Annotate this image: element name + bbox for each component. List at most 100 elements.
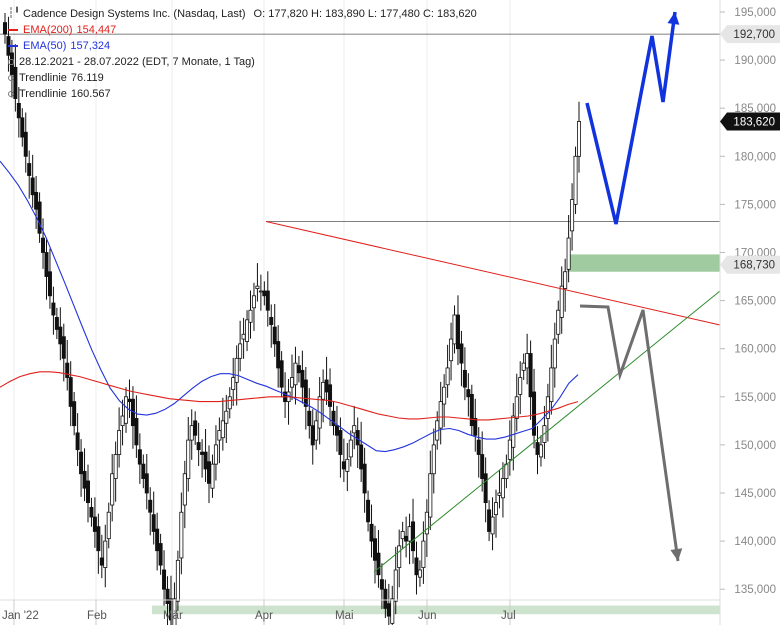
candle-body xyxy=(483,473,488,504)
candle-body xyxy=(449,338,454,362)
candle-body xyxy=(469,393,474,427)
candle xyxy=(559,266,564,334)
x-tick-label: Jul xyxy=(501,610,516,622)
candle xyxy=(196,422,201,467)
legend-ema200[interactable]: EMA(200) 154,447 xyxy=(8,22,477,38)
candle-body xyxy=(193,420,198,436)
candle xyxy=(276,325,281,388)
candle-body xyxy=(528,353,533,398)
legend-ema50[interactable]: EMA(50) 157,324 xyxy=(8,38,477,54)
candle-body xyxy=(473,418,478,436)
candle-body xyxy=(151,514,156,532)
candle xyxy=(431,428,436,494)
candle-body xyxy=(407,526,412,542)
candle xyxy=(455,295,460,366)
candle xyxy=(89,497,94,527)
candle-body xyxy=(563,271,568,289)
candle-body xyxy=(113,454,118,479)
candle-body xyxy=(30,177,35,196)
candle xyxy=(248,290,253,339)
candle xyxy=(293,346,298,405)
candle xyxy=(165,576,170,625)
candle xyxy=(390,585,395,625)
trendline-icon xyxy=(8,75,14,81)
candle-body xyxy=(404,535,409,542)
candle xyxy=(376,530,381,588)
candle-body xyxy=(155,528,160,552)
candle-body xyxy=(144,473,149,494)
x-tick-label: Jun xyxy=(418,610,437,622)
candle xyxy=(258,274,263,311)
candle-body xyxy=(334,425,339,436)
candle-body xyxy=(276,341,281,369)
candle xyxy=(317,377,322,445)
candle-body xyxy=(79,451,84,475)
candle-body xyxy=(549,367,554,403)
legend-trendline-1[interactable]: Trendlinie 76.119 xyxy=(8,70,477,86)
candle-body xyxy=(47,271,52,297)
candle xyxy=(286,379,291,425)
price-tag-bg xyxy=(720,112,780,131)
candle-body xyxy=(245,319,250,342)
candle xyxy=(507,420,512,476)
legend-trendline-2[interactable]: Trendlinie 160.567 xyxy=(8,86,477,102)
candle xyxy=(379,563,384,609)
candle-body xyxy=(234,357,239,383)
candle xyxy=(279,351,284,397)
candle xyxy=(172,582,177,625)
candle-body xyxy=(366,499,371,523)
candle xyxy=(459,330,464,387)
candle xyxy=(193,411,198,445)
candle xyxy=(366,490,371,532)
candle xyxy=(480,431,485,492)
candle-body xyxy=(397,545,402,568)
candle xyxy=(124,387,129,433)
candle-body xyxy=(162,569,167,590)
candle xyxy=(549,344,554,415)
candle-body xyxy=(23,131,28,157)
candle xyxy=(103,524,108,588)
candle-body xyxy=(383,588,388,609)
candle xyxy=(72,391,77,436)
candle xyxy=(99,534,104,579)
candle xyxy=(130,386,135,449)
candle xyxy=(182,460,187,529)
candle-body xyxy=(258,290,263,293)
horizontal-level-line xyxy=(0,33,720,222)
candle-body xyxy=(303,379,308,407)
candle-body xyxy=(507,439,512,460)
legend-range: 28.12.2021 - 28.07.2022 (EDT, 7 Monate, … xyxy=(19,56,255,68)
candle xyxy=(532,368,537,449)
candle xyxy=(227,387,232,419)
candle-body xyxy=(58,326,63,345)
candle xyxy=(334,405,339,452)
candle-body xyxy=(573,155,578,205)
candle xyxy=(566,214,571,283)
red-trendline xyxy=(265,221,721,326)
candle xyxy=(117,407,122,468)
ema200-line xyxy=(0,371,579,421)
candle-body xyxy=(393,569,398,602)
candle-body xyxy=(300,369,305,388)
candle-body xyxy=(255,285,260,289)
trendline-2-value: 160.567 xyxy=(70,88,111,100)
candle xyxy=(141,454,146,489)
candle xyxy=(417,560,422,587)
candle xyxy=(144,454,149,510)
candle-body xyxy=(200,451,205,455)
candle xyxy=(362,447,367,513)
candle xyxy=(272,303,277,357)
candle xyxy=(210,454,215,498)
candle xyxy=(179,492,184,575)
candle-body xyxy=(338,430,343,455)
candle xyxy=(469,384,474,436)
ema200-value: 154,447 xyxy=(76,24,117,36)
candle xyxy=(445,344,450,398)
candle-body xyxy=(279,360,284,388)
candle xyxy=(213,425,218,481)
candle xyxy=(151,491,156,545)
candle-body xyxy=(476,439,481,455)
candle-body xyxy=(272,326,277,345)
candle-body xyxy=(577,121,582,157)
candle xyxy=(85,464,90,523)
